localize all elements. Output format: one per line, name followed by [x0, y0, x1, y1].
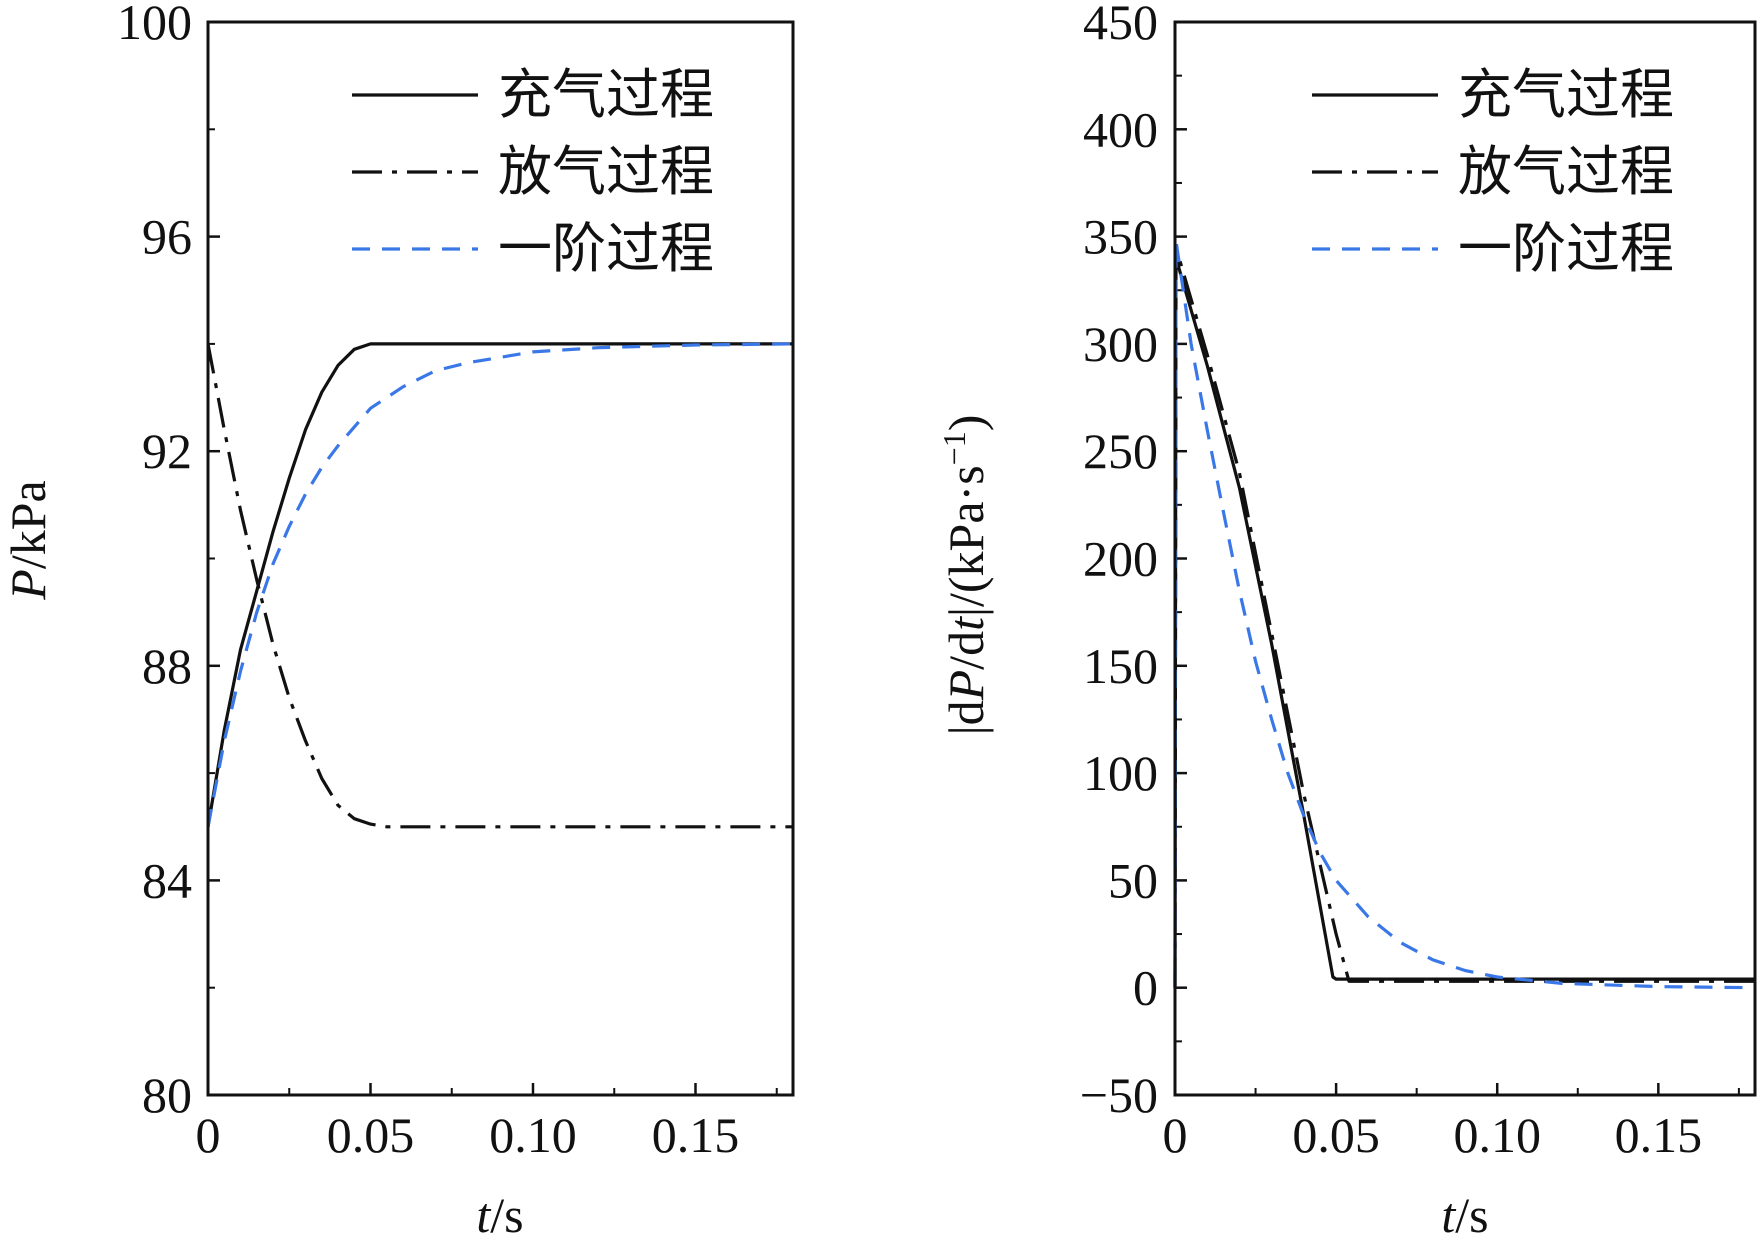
left-legend-label: 放气过程	[498, 142, 714, 202]
right-series-dashdot-line	[1173, 245, 1755, 988]
left-x-tick-label: 0.15	[652, 1107, 740, 1163]
left-y-tick-label: 96	[142, 209, 192, 265]
right-x-tick-label: 0	[1163, 1107, 1188, 1163]
left-series-dashed-line	[206, 342, 794, 828]
left-plot-frame	[206, 20, 795, 1097]
left-x-tick-label: 0.10	[489, 1107, 577, 1163]
left-y-axis-label-unit: /kPa	[0, 480, 56, 569]
left-y-tick-label: 100	[117, 0, 192, 50]
left-x-axis-label-unit: /s	[490, 1187, 523, 1238]
right-legend-label: 充气过程	[1458, 65, 1674, 125]
left-y-axis-label: P/kPa	[0, 480, 56, 600]
right-legend-label: 放气过程	[1458, 142, 1674, 202]
right-y-axis-label-part: −1	[936, 431, 972, 465]
right-y-tick-label: −50	[1080, 1067, 1158, 1123]
right-y-tick-label: 450	[1083, 0, 1158, 50]
right-y-tick-label: 200	[1083, 531, 1158, 587]
right-y-axis-label-part: /d	[938, 631, 994, 670]
left-series-dashdot-line	[206, 343, 793, 829]
left-series-solid-line	[206, 342, 793, 828]
right-y-tick-label: 300	[1083, 316, 1158, 372]
right-x-axis-label-unit: /s	[1455, 1187, 1488, 1238]
right-x-tick-label: 0.10	[1453, 1107, 1541, 1163]
right-y-axis-label-part: t	[938, 616, 994, 631]
right-series-solid-line	[1173, 256, 1755, 988]
right-legend-label: 一阶过程	[1458, 219, 1674, 279]
right-y-tick-label: 400	[1083, 101, 1158, 157]
right-series-dashed-line	[1173, 239, 1756, 990]
right-x-tick-label: 0.05	[1292, 1107, 1380, 1163]
right-y-axis-label-part: |d	[938, 700, 994, 735]
right-y-axis-label-part: P	[938, 670, 994, 702]
right-y-tick-label: 100	[1083, 745, 1158, 801]
left-y-tick-label: 88	[142, 638, 192, 694]
right-y-tick-label: 150	[1083, 638, 1158, 694]
right-y-axis-label-part: )	[938, 415, 994, 432]
right-y-tick-label: 0	[1133, 960, 1158, 1016]
right-plot-series	[1173, 239, 1756, 990]
left-legend-label: 一阶过程	[498, 219, 714, 279]
right-plot-frame	[1173, 20, 1757, 1097]
left-plot-series	[206, 342, 794, 829]
right-y-axis-label: |dP/dt|/(kPa·s−1)	[936, 415, 994, 736]
right-x-tick-label: 0.15	[1615, 1107, 1703, 1163]
left-y-tick-label: 84	[142, 852, 192, 908]
left-x-tick-label: 0	[196, 1107, 221, 1163]
left-x-axis-label: t/s	[476, 1187, 523, 1238]
left-x-axis-label-italic: t	[476, 1187, 491, 1238]
right-x-axis-label-italic: t	[1441, 1187, 1456, 1238]
left-y-axis-label-italic: P	[0, 569, 56, 601]
left-y-tick-label: 80	[142, 1067, 192, 1123]
right-y-tick-label: 250	[1083, 423, 1158, 479]
right-y-tick-label: 50	[1108, 852, 1158, 908]
left-legend-label: 充气过程	[498, 65, 714, 125]
right-y-tick-label: 350	[1083, 209, 1158, 265]
left-x-tick-label: 0.05	[327, 1107, 415, 1163]
right-y-axis-label-part: |/(kPa·s	[938, 465, 994, 617]
left-tick-labels: 80 84 88 92 96 100 0 0.05 0.10 0.15	[117, 0, 739, 1163]
left-y-tick-label: 92	[142, 423, 192, 479]
right-x-axis-label: t/s	[1441, 1187, 1488, 1238]
